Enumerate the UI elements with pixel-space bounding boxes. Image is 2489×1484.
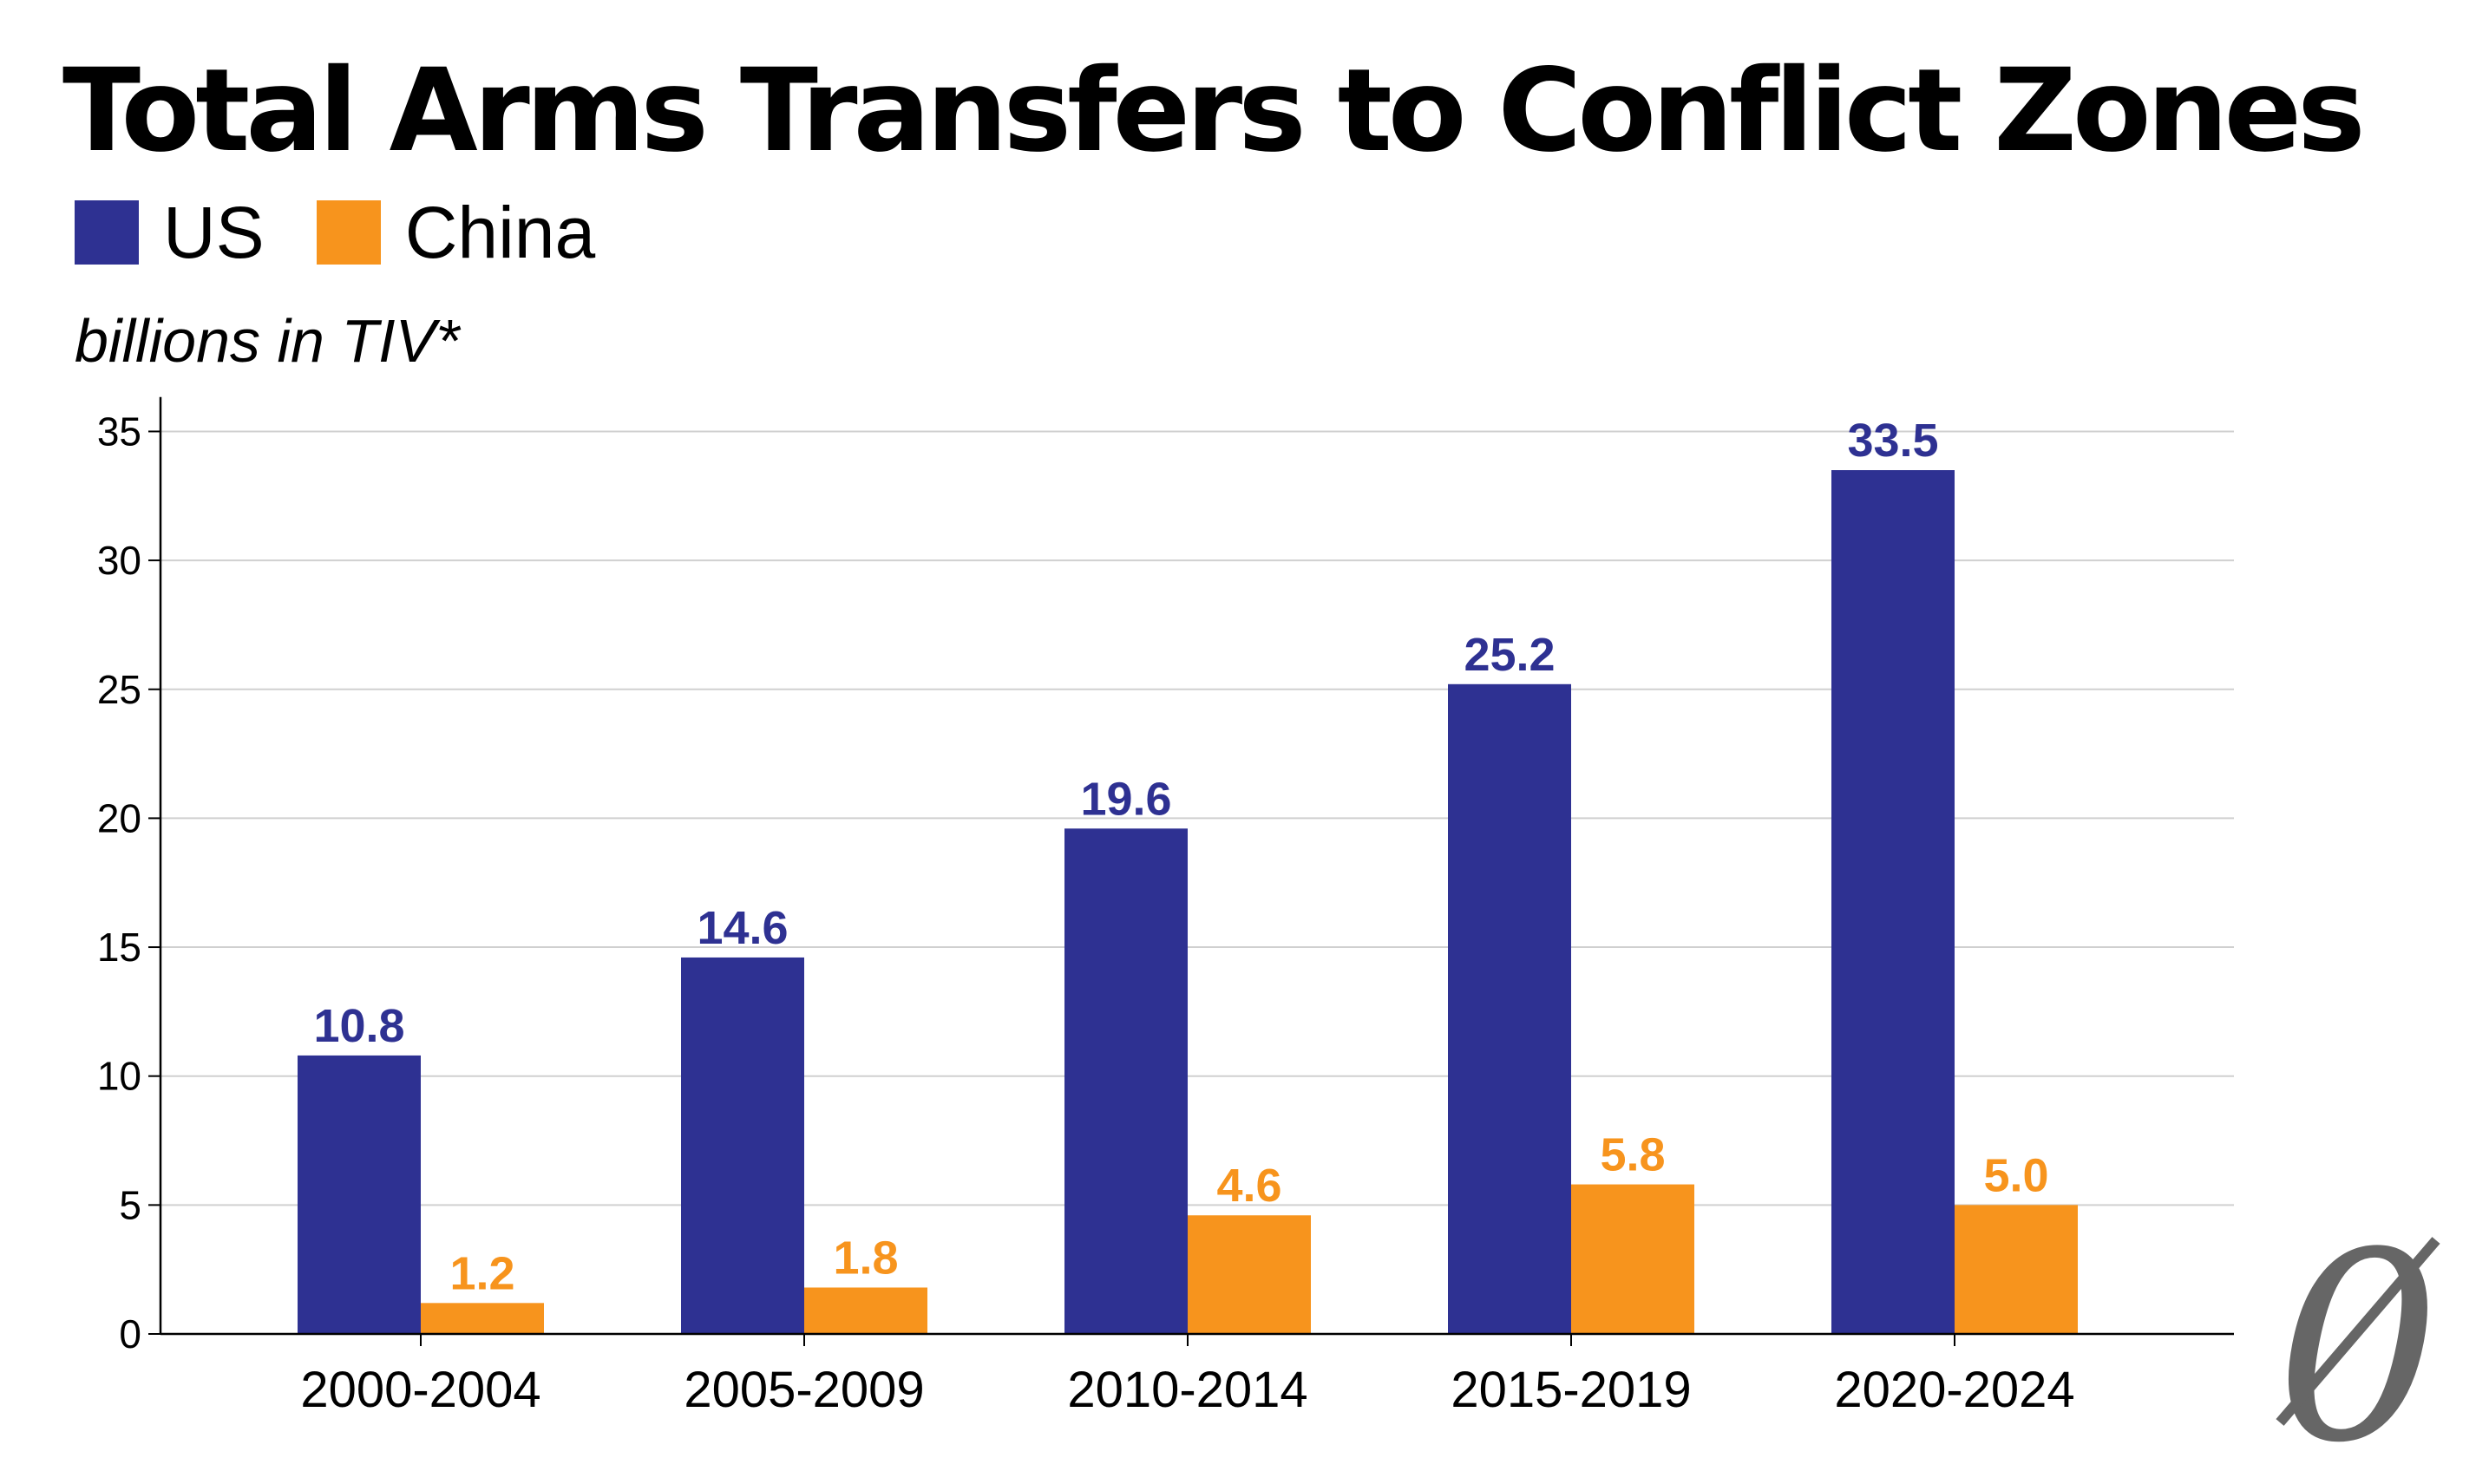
data-label-us-2005-2009: 14.6 [697,902,788,954]
data-label-us-2000-2004: 10.8 [313,1000,404,1052]
bar-us-2010-2014 [1064,828,1188,1334]
legend-item-us: US [75,196,265,269]
y-tick-label-10: 10 [97,1054,141,1099]
bar-china-2005-2009 [804,1287,927,1334]
bar-us-2020-2024 [1831,470,1955,1334]
legend-label-china: China [404,192,596,273]
y-tick-label-30: 30 [97,538,141,583]
y-tick-label-25: 25 [97,667,141,712]
y-tick-label-35: 35 [97,409,141,454]
slashed-zero-logo-icon: 0 [2276,1232,2441,1457]
x-tick-label-2005-2009: 2005-2009 [684,1362,924,1418]
y-tick-label-20: 20 [97,795,141,840]
data-label-china-2020-2024: 5.0 [1983,1149,2048,1201]
y-tick-label-0: 0 [119,1311,141,1357]
data-labels: 10.8 1.2 14.6 1.8 19.6 4.6 25.2 5.8 33.5 5.0 [313,415,2048,1299]
data-label-china-2015-2019: 5.8 [1600,1129,1665,1181]
bar-us-2000-2004 [298,1055,421,1334]
bar-china-2015-2019 [1571,1184,1694,1334]
x-tick-label-2020-2024: 2020-2024 [1834,1362,2074,1418]
data-label-china-2005-2009: 1.8 [833,1232,898,1284]
bar-us-2015-2019 [1448,683,1571,1334]
bar-china-2000-2004 [421,1303,544,1334]
y-tick-label-15: 15 [97,925,141,970]
logo-slash [2276,1237,2440,1426]
axes: 0 5 10 15 20 25 30 35 2000-2004 2005-2009 2010-201… [97,396,2234,1418]
x-tick-label-2015-2019: 2015-2019 [1451,1362,1691,1418]
y-tick-label-5: 5 [119,1182,141,1227]
x-tick-label-2000-2004: 2000-2004 [300,1362,540,1418]
legend-swatch-us [75,200,139,265]
bars [298,470,2078,1334]
data-label-china-2000-2004: 1.2 [449,1247,514,1299]
x-tick-label-2010-2014: 2010-2014 [1067,1362,1307,1418]
chart-title: Total Arms Transfers to Conflict Zones [62,44,2366,178]
bar-us-2005-2009 [681,957,804,1334]
data-label-us-2020-2024: 33.5 [1847,415,1938,467]
data-label-china-2010-2014: 4.6 [1216,1160,1281,1212]
data-label-us-2010-2014: 19.6 [1080,773,1171,825]
legend-item-china: China [316,192,596,273]
y-axis-unit-label: billions in TIV* [75,307,460,375]
chart-legend: US China [75,196,647,269]
bar-china-2020-2024 [1955,1205,2078,1334]
bar-china-2010-2014 [1188,1215,1311,1334]
legend-swatch-china [316,200,381,265]
legend-label-us: US [163,192,265,273]
data-label-us-2015-2019: 25.2 [1464,629,1555,681]
